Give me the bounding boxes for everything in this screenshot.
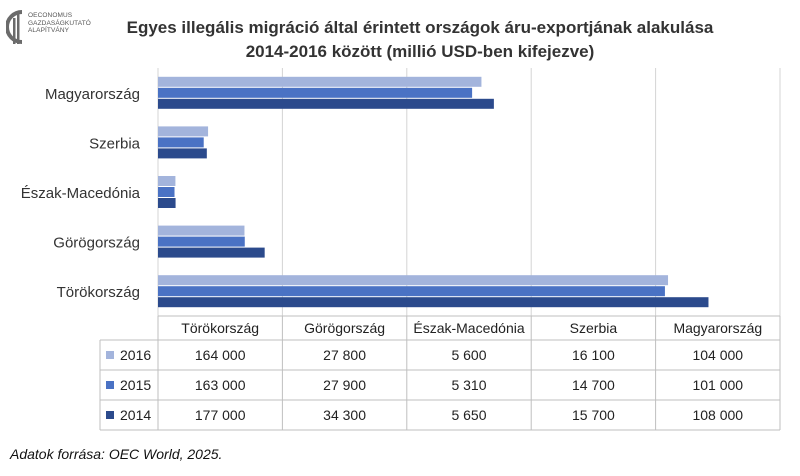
logo-line-2: GAZDASÁGKUTATÓ [28, 19, 91, 27]
bar-eszak-macedonia-2015 [158, 187, 175, 197]
bar-eszak-macedonia-2014 [158, 198, 176, 208]
legend-key-2014 [106, 411, 114, 419]
table-cell-2014-gorogorszag: 34 300 [323, 407, 366, 423]
table-cell-2015-torokorszag: 163 000 [195, 377, 246, 393]
table-cell-2016-torokorszag: 164 000 [195, 347, 246, 363]
bar-gorogorszag-2016 [158, 225, 245, 236]
bar-szerbia-2015 [158, 137, 204, 148]
bar-torokorszag-2014 [158, 297, 709, 308]
chart-title-line-2: 2014-2016 között (millió USD-ben kifejez… [245, 42, 595, 61]
bar-magyarorszag-2016 [158, 76, 482, 87]
table-header-magyarorszag: Magyarország [673, 320, 762, 336]
table-cell-2014-szerbia: 15 700 [572, 407, 615, 423]
table-cell-2016-magyarorszag: 104 000 [692, 347, 743, 363]
table-cell-2016-gorogorszag: 27 800 [323, 347, 366, 363]
legend-label-2015: 2015 [120, 377, 151, 393]
table-cell-2015-gorogorszag: 27 900 [323, 377, 366, 393]
bar-gorogorszag-2014 [158, 247, 265, 258]
oeconomus-logo-icon [6, 10, 23, 44]
category-label-gorogorszag: Görögország [53, 235, 140, 252]
bar-szerbia-2014 [158, 148, 207, 159]
table-cell-2015-szerbia: 14 700 [572, 377, 615, 393]
category-label-torokorszag: Törökország [57, 284, 140, 301]
bar-magyarorszag-2015 [158, 87, 473, 98]
table-header-torokorszag: Törökország [181, 320, 259, 336]
chart-title-line-1: Egyes illegális migráció által érintett … [126, 18, 714, 37]
table-header-szerbia: Szerbia [570, 320, 618, 336]
table-cell-2014-eszak-macedonia: 5 650 [451, 407, 486, 423]
table-header-gorogorszag: Görögország [304, 320, 385, 336]
source-note: Adatok forrása: OEC World, 2025. [10, 446, 223, 462]
table-cell-2014-torokorszag: 177 000 [195, 407, 246, 423]
legend-key-2016 [106, 351, 114, 359]
chart-title: Egyes illegális migráció által érintett … [100, 16, 740, 64]
legend-label-2016: 2016 [120, 347, 151, 363]
logo: OECONOMUS GAZDASÁGKUTATÓ ALAPÍTVÁNY [6, 6, 98, 52]
bar-torokorszag-2015 [158, 286, 665, 297]
category-label-szerbia: Szerbia [89, 135, 141, 152]
logo-line-1: OECONOMUS [28, 12, 73, 19]
category-label-eszak-macedonia: Észak-Macedónia [21, 185, 141, 202]
logo-line-3: ALAPÍTVÁNY [28, 27, 70, 35]
table-cell-2014-magyarorszag: 108 000 [692, 407, 743, 423]
table-cell-2016-eszak-macedonia: 5 600 [451, 347, 486, 363]
bar-magyarorszag-2014 [158, 98, 494, 109]
table-cell-2015-eszak-macedonia: 5 310 [451, 377, 486, 393]
bar-szerbia-2016 [158, 126, 209, 137]
table-header-eszak-macedonia: Észak-Macedónia [413, 320, 524, 336]
bar-gorogorszag-2015 [158, 236, 245, 247]
legend-label-2014: 2014 [120, 407, 151, 423]
legend-key-2015 [106, 381, 114, 389]
table-cell-2016-szerbia: 16 100 [572, 347, 615, 363]
category-label-magyarorszag: Magyarország [45, 86, 140, 103]
logo-text: OECONOMUS GAZDASÁGKUTATÓ ALAPÍTVÁNY [28, 12, 91, 35]
table-cell-2015-magyarorszag: 101 000 [692, 377, 743, 393]
bar-eszak-macedonia-2016 [158, 176, 176, 186]
bar-torokorszag-2016 [158, 275, 669, 286]
